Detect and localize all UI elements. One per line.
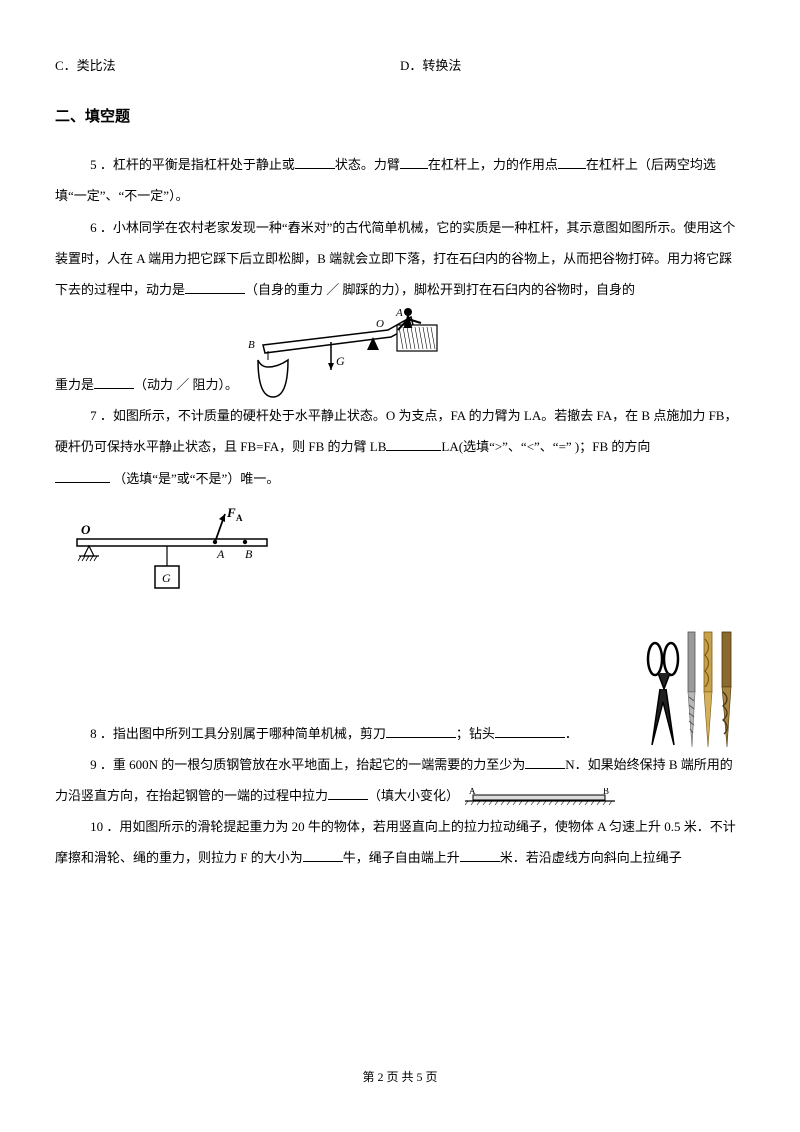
question-6: 6 ．小林同学在农村老家发现一种“舂米对”的古代简单机械，它的实质是一种杠杆，其… <box>55 212 745 401</box>
q7-blank-2[interactable] <box>55 470 110 483</box>
q8-text-2: ；钻头 <box>456 726 495 741</box>
q8-blank-1[interactable] <box>386 725 456 738</box>
question-7: 7 ．如图所示，不计质量的硬杆处于水平静止状态。O 为支点，FA 的力臂为 LA… <box>55 400 745 599</box>
svg-text:O: O <box>376 318 384 330</box>
svg-text:A: A <box>236 513 243 523</box>
q8-text-3: ． <box>565 726 578 741</box>
q9-text-1: 9 ．重 600N 的一根匀质钢管放在水平地面上，抬起它的一端需要的力至少为 <box>90 757 525 772</box>
q8-text-1: 8 ．指出图中所列工具分别属于哪种简单机械，剪刀 <box>90 726 386 741</box>
svg-text:B: B <box>603 788 609 796</box>
q6-blank-2[interactable] <box>94 376 134 389</box>
q10-text-2: 牛，绳子自由端上升 <box>343 850 460 865</box>
q6-blank-1[interactable] <box>185 281 245 294</box>
q9-figure: A B <box>465 788 615 806</box>
q6-line2-post: （动力 ／ 阻力）。 <box>134 377 238 392</box>
question-5: 5 ．杠杆的平衡是指杠杆处于静止或状态。力臂在杠杆上，力的作用点在杠杆上（后两空… <box>55 149 745 211</box>
svg-text:A: A <box>395 307 403 319</box>
svg-text:G: G <box>162 571 171 585</box>
q9-blank-2[interactable] <box>328 787 368 800</box>
q5-text-3: 在杠杆上，力的作用点 <box>428 157 558 172</box>
q7-figure: O F A A B G <box>67 504 277 599</box>
svg-text:A: A <box>216 547 225 561</box>
svg-text:B: B <box>248 339 255 351</box>
q6-line2-pre: 重力是 <box>55 377 94 392</box>
q6-figure: G O A B <box>243 305 453 400</box>
option-d: D．转换法 <box>400 50 745 81</box>
q5-blank-2[interactable] <box>400 156 428 169</box>
question-8: 8 ．指出图中所列工具分别属于哪种简单机械，剪刀 ；钻头 ． <box>55 627 745 749</box>
q8-blank-2[interactable] <box>495 725 565 738</box>
q7-tail: （选填“是”或“不是”）唯一。 <box>113 471 279 486</box>
option-c: C．类比法 <box>55 50 400 81</box>
page-footer: 第 2 页 共 5 页 <box>0 1063 800 1092</box>
q10-text-3: 米．若沿虚线方向斜向上拉绳子 <box>500 850 682 865</box>
q10-blank-2[interactable] <box>460 849 500 862</box>
q8-figure <box>640 627 745 752</box>
q5-text-1: 5 ．杠杆的平衡是指杠杆处于静止或 <box>90 157 295 172</box>
q7-mid: LA(选填“>”、“<”、“=” )；FB 的方向 <box>441 439 650 454</box>
q9-text-3: （填大小变化） <box>368 788 459 803</box>
svg-text:G: G <box>336 354 345 368</box>
svg-text:F: F <box>226 505 236 520</box>
svg-text:O: O <box>81 522 91 537</box>
section-2-header: 二、填空题 <box>55 99 745 135</box>
q6-hint-1: （自身的重力 ／ 脚踩的力），脚松开到打在石臼内的谷物时，自身的 <box>245 282 635 297</box>
q5-text-2: 状态。力臂 <box>335 157 400 172</box>
q9-blank-1[interactable] <box>525 756 565 769</box>
q7-blank-1[interactable] <box>386 438 441 451</box>
question-9: 9 ．重 600N 的一根匀质钢管放在水平地面上，抬起它的一端需要的力至少为N．… <box>55 749 745 811</box>
q10-blank-1[interactable] <box>303 849 343 862</box>
q5-blank-1[interactable] <box>295 156 335 169</box>
svg-text:A: A <box>469 788 476 796</box>
question-10: 10 ．用如图所示的滑轮提起重力为 20 牛的物体，若用竖直向上的拉力拉动绳子，… <box>55 811 745 873</box>
q5-blank-3[interactable] <box>558 156 586 169</box>
svg-text:B: B <box>245 547 253 561</box>
